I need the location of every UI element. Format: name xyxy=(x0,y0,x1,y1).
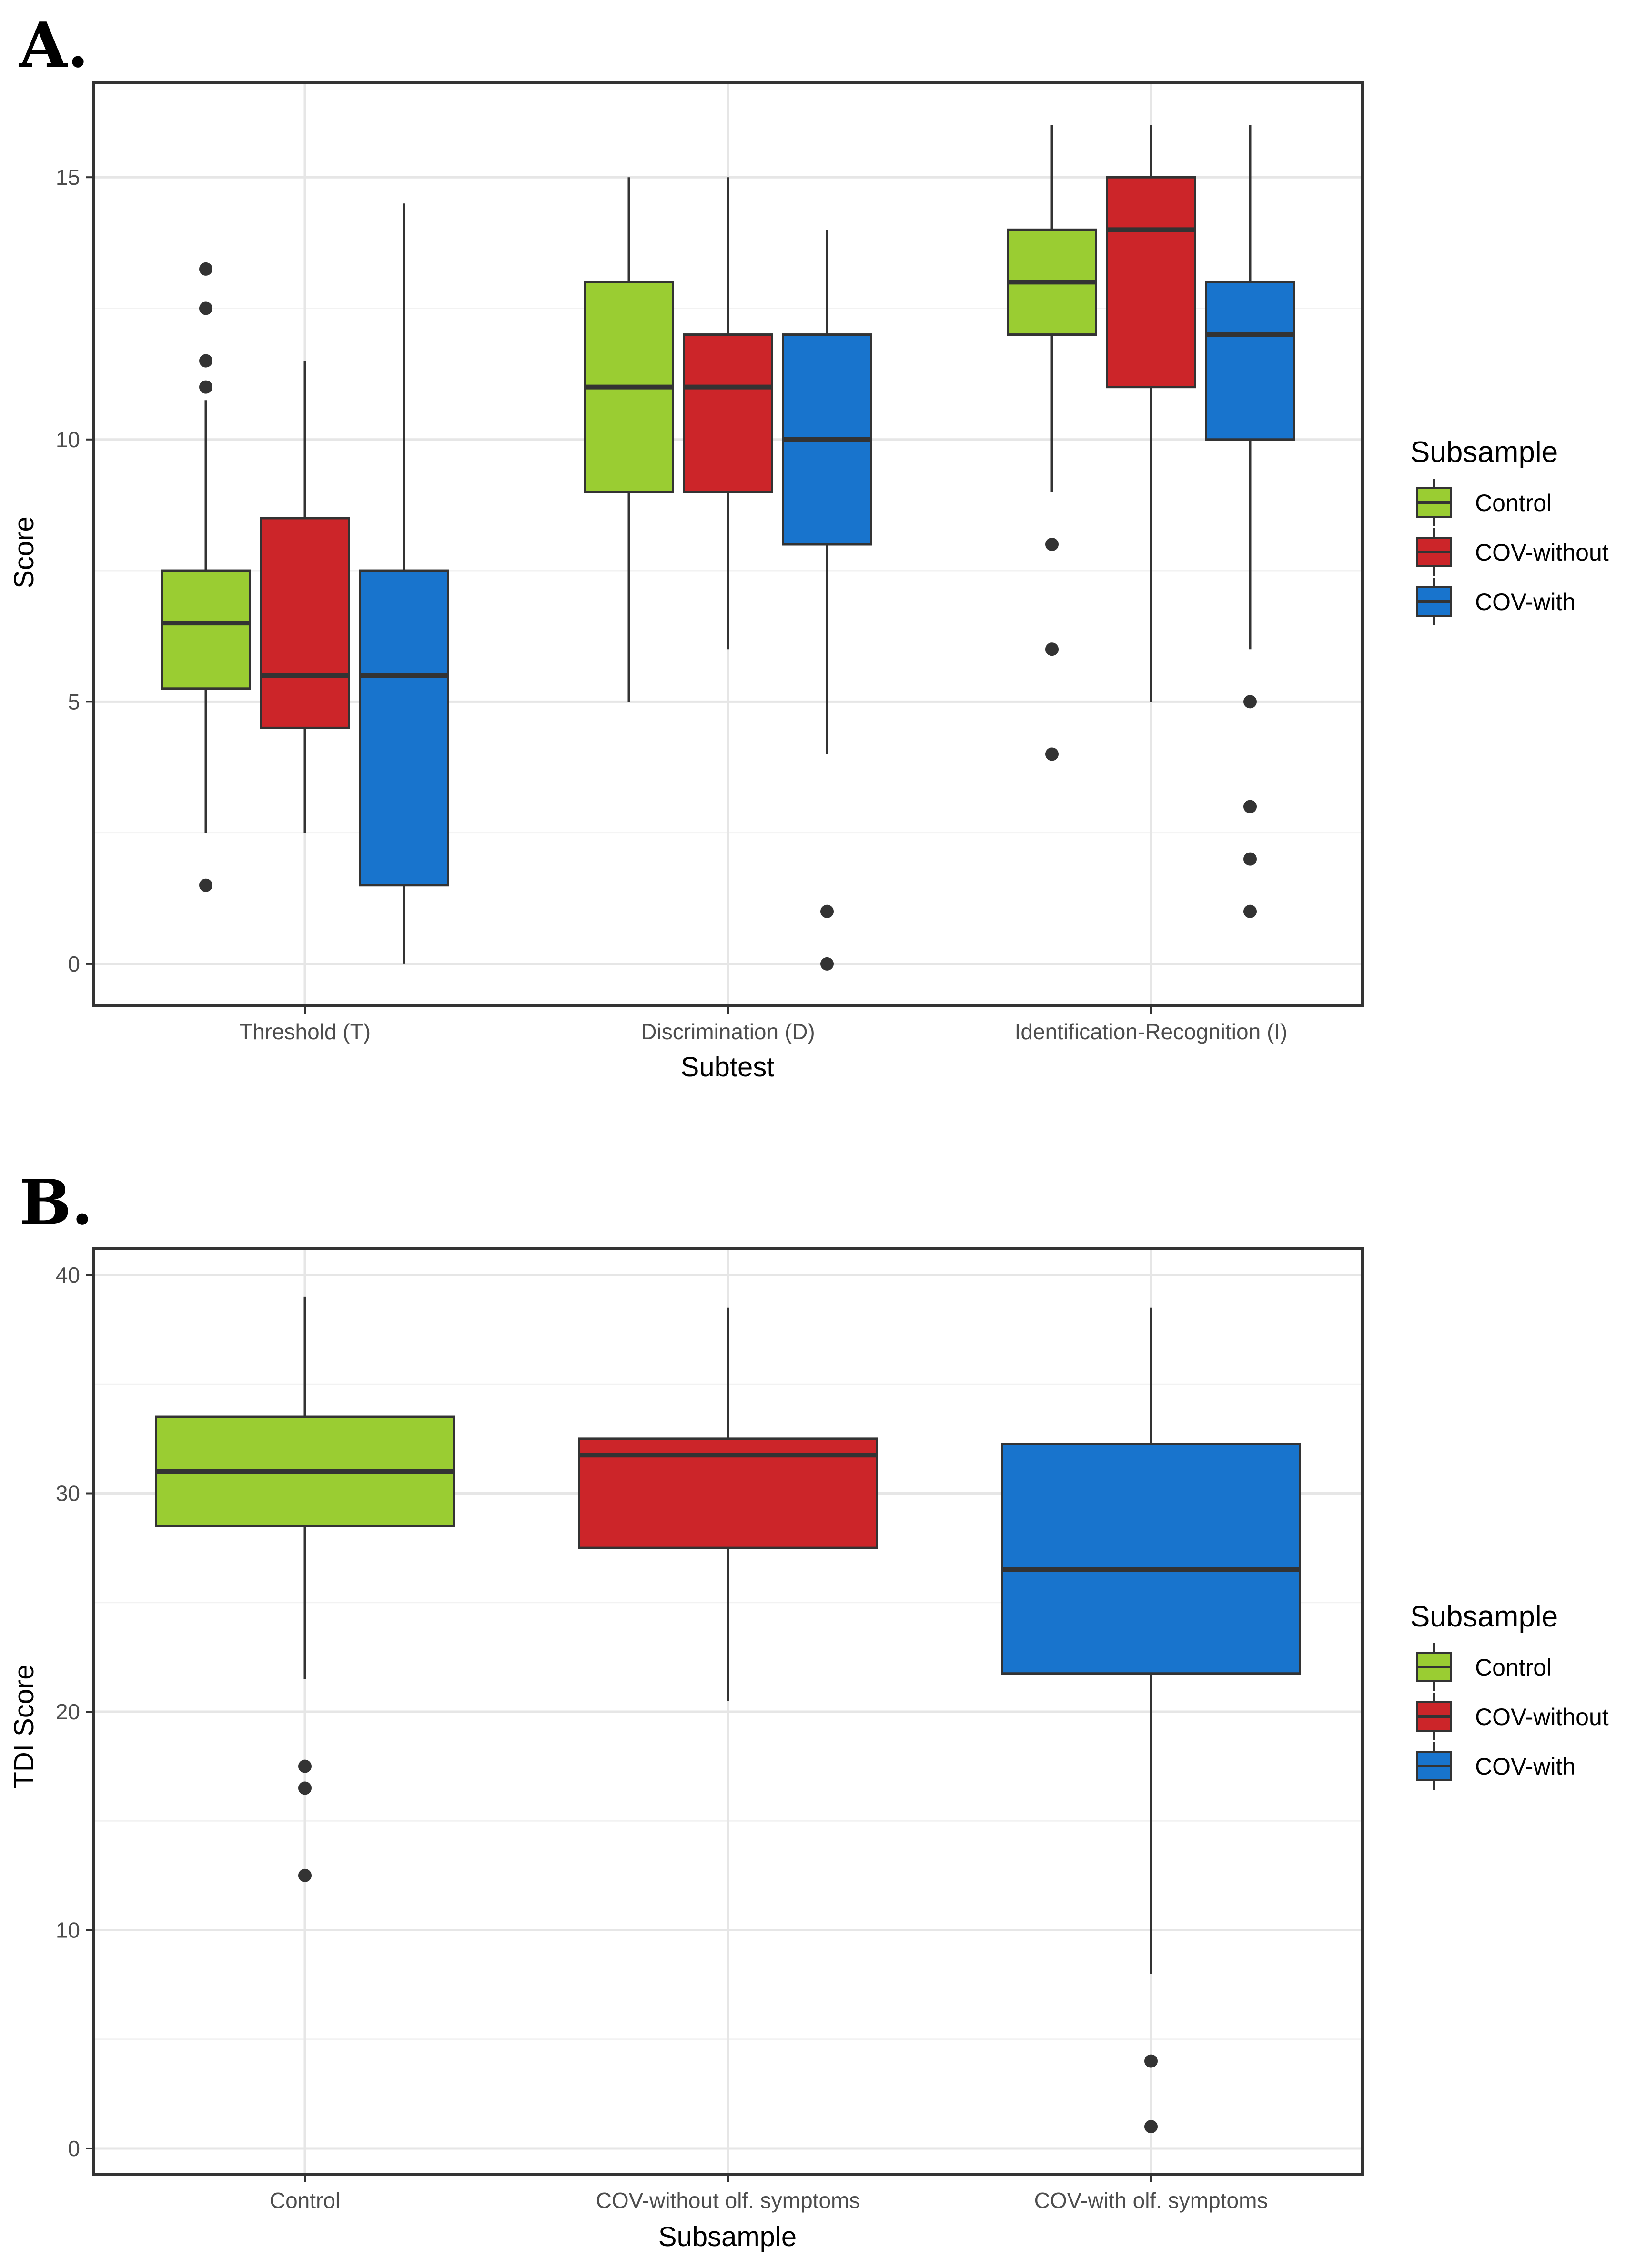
x-tick-label: Identification-Recognition (I) xyxy=(1015,1019,1288,1044)
outlier-point xyxy=(1045,642,1059,656)
y-tick-label: 0 xyxy=(68,952,80,976)
legend-label: COV-without xyxy=(1475,539,1609,566)
box-cov-with xyxy=(1205,281,1295,441)
box-cov-without xyxy=(1106,176,1196,389)
outlier-point xyxy=(298,1868,312,1882)
y-tick-label: 15 xyxy=(56,165,80,190)
y-axis-title-b: TDI Score xyxy=(9,1664,40,1788)
outlier-point xyxy=(820,904,834,918)
outlier-point xyxy=(298,1781,312,1795)
panel-label-b: B. xyxy=(19,1166,93,1239)
outlier-point xyxy=(820,957,834,971)
y-tick-label: 10 xyxy=(56,1917,80,1942)
legend-label: Control xyxy=(1475,490,1552,516)
box-control xyxy=(161,569,251,690)
y-axis-title-a: Score xyxy=(9,516,40,589)
box-cov-with xyxy=(1001,1443,1301,1675)
outlier-point xyxy=(199,354,212,368)
outlier-point xyxy=(1243,904,1257,918)
y-tick-label: 10 xyxy=(56,427,80,452)
box-cov-without xyxy=(260,517,350,729)
y-tick-label: 0 xyxy=(68,2136,80,2161)
outlier-point xyxy=(1045,538,1059,551)
legend-label: COV-with xyxy=(1475,589,1575,615)
legend-title: Subsample xyxy=(1410,1600,1558,1633)
outlier-point xyxy=(199,301,212,315)
outlier-point xyxy=(199,878,212,892)
y-tick-label: 30 xyxy=(56,1481,80,1506)
panel-label-a: A. xyxy=(18,9,89,81)
outlier-point xyxy=(1243,852,1257,866)
outlier-point xyxy=(199,262,212,276)
x-tick-label: Threshold (T) xyxy=(239,1019,371,1044)
boxplot-panel-b: 0 10 20 30 40 Control COV-without olf. symptom… xyxy=(56,1247,1364,2213)
legend-label: COV-with xyxy=(1475,1753,1575,1780)
plot-border xyxy=(92,1247,1364,2176)
x-tick-label: COV-with olf. symptoms xyxy=(1034,2188,1268,2213)
outlier-point xyxy=(1243,695,1257,709)
x-axis-title-b: Subsample xyxy=(658,2221,797,2252)
outlier-point xyxy=(1045,747,1059,761)
outlier-point xyxy=(1243,800,1257,813)
legend-a: Subsample Control COV-without COV-with xyxy=(1410,436,1609,625)
box-cov-without xyxy=(683,333,773,493)
x-tick-label: Discrimination (D) xyxy=(641,1019,815,1044)
x-tick-label: Control xyxy=(270,2188,340,2213)
outlier-point xyxy=(298,1759,312,1773)
outlier-point xyxy=(1144,2120,1158,2134)
y-tick-label: 20 xyxy=(56,1699,80,1724)
legend-title: Subsample xyxy=(1410,436,1558,469)
outlier-point xyxy=(1144,2054,1158,2068)
plot-border xyxy=(92,81,1364,1007)
box-cov-with xyxy=(359,569,449,887)
boxplot-panel-a: 0 5 10 15 Threshold (T) Discrimination (D) Ide… xyxy=(56,81,1364,1044)
y-tick-label: 5 xyxy=(68,689,80,714)
y-tick-label: 40 xyxy=(56,1263,80,1287)
outlier-point xyxy=(199,380,212,394)
x-tick-label: COV-without olf. symptoms xyxy=(596,2188,860,2213)
x-axis-title-a: Subtest xyxy=(681,1052,775,1083)
legend-b: Subsample Control COV-without COV-with xyxy=(1410,1600,1609,1790)
legend-label: COV-without xyxy=(1475,1704,1609,1730)
legend-label: Control xyxy=(1475,1654,1552,1681)
